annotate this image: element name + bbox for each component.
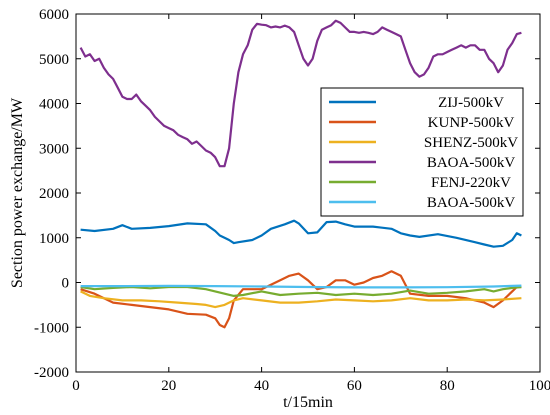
y-tick-label: 4000 xyxy=(39,97,69,113)
series-line xyxy=(80,284,522,289)
y-tick-label: 1000 xyxy=(39,231,69,247)
axis-ticks xyxy=(75,13,541,373)
plot-lines xyxy=(79,19,522,329)
x-tick-label: 40 xyxy=(254,378,269,394)
series-line xyxy=(80,270,522,329)
legend-label: FENJ-220kV xyxy=(431,175,511,191)
series-line xyxy=(80,219,522,248)
y-tick-labels: -2000 -1000 0 1000 2000 3000 4000 5000 6000 xyxy=(34,7,69,381)
y-tick-label: -1000 xyxy=(34,320,69,336)
legend-label: BAOA-500kV xyxy=(427,155,515,171)
y-tick-label: 0 xyxy=(62,276,70,292)
series-line xyxy=(80,290,522,309)
x-tick-label: 100 xyxy=(529,378,550,394)
legend-label: ZIJ-500kV xyxy=(438,95,504,111)
series-line xyxy=(80,285,522,297)
legend-box xyxy=(320,87,524,217)
legend-label: SHENZ-500kV xyxy=(424,135,518,151)
y-tick-label: 6000 xyxy=(39,7,69,23)
y-axis-label: Section power exchange/MW xyxy=(9,97,26,288)
legend-label: BAOA-500kV xyxy=(427,195,515,211)
legend: ZIJ-500kV KUNP-500kV SHENZ-500kV BAOA-500kV… xyxy=(320,87,524,217)
y-tick-label: -2000 xyxy=(34,365,69,381)
series-line xyxy=(79,19,522,168)
x-axis-label: t/15min xyxy=(283,394,333,411)
y-tick-label: 2000 xyxy=(39,186,69,202)
x-tick-label: 80 xyxy=(440,378,455,394)
x-tick-label: 60 xyxy=(347,378,362,394)
x-tick-label: 0 xyxy=(72,378,80,394)
y-tick-label: 5000 xyxy=(39,52,69,68)
y-tick-label: 3000 xyxy=(39,141,69,157)
legend-label: KUNP-500kV xyxy=(428,115,515,131)
x-tick-labels: 0 20 40 60 80 100 xyxy=(72,378,550,394)
x-tick-label: 20 xyxy=(161,378,176,394)
